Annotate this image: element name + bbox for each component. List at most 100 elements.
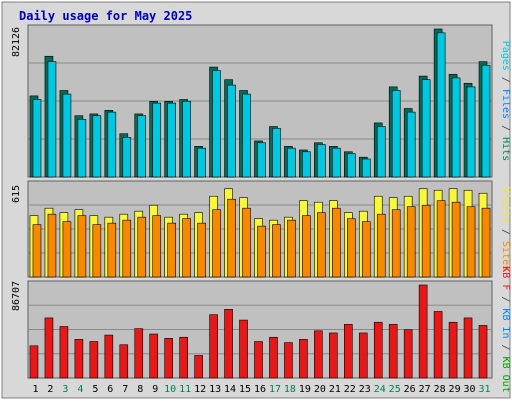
bar-files xyxy=(47,61,57,178)
bar-files xyxy=(332,147,341,178)
x-tick-label: 8 xyxy=(137,384,143,395)
bar-files xyxy=(451,77,461,178)
bar-kb-f xyxy=(433,311,443,379)
x-tick-label: 25 xyxy=(389,384,401,395)
bar-files xyxy=(391,90,401,178)
x-tick-label: 15 xyxy=(239,384,251,395)
bar-files xyxy=(77,119,87,178)
bar-kb-f xyxy=(344,324,353,379)
legend-visits-sites: Visits / Sites xyxy=(500,187,511,271)
legend-kb: KB F / KB In / KB Out xyxy=(500,266,511,392)
bar-files xyxy=(182,101,191,178)
bar-files xyxy=(481,64,491,178)
bar-kb-f xyxy=(104,334,114,379)
bar-sites xyxy=(287,219,296,278)
y-max-label: 86707 xyxy=(11,281,22,311)
bar-sites xyxy=(317,212,326,278)
x-tick-label: 31 xyxy=(478,384,490,395)
bar-sites xyxy=(466,206,476,278)
bar-sites xyxy=(182,218,191,278)
bar-sites xyxy=(32,224,42,278)
bar-kb-f xyxy=(418,284,428,379)
x-tick-label: 18 xyxy=(284,384,296,395)
bar-sites xyxy=(332,207,341,278)
y-max-label: 615 xyxy=(11,185,22,203)
x-tick-label: 26 xyxy=(404,384,416,395)
bar-files xyxy=(92,115,102,178)
bar-files xyxy=(167,102,176,178)
bar-files xyxy=(107,111,117,178)
legend-item: Visits xyxy=(500,187,511,223)
bar-kb-f xyxy=(209,314,218,379)
bar-sites xyxy=(137,216,147,278)
legend-item: KB In xyxy=(500,308,511,338)
x-tick-label: 30 xyxy=(464,384,476,395)
bar-kb-f xyxy=(74,339,84,379)
x-tick-label: 17 xyxy=(269,384,281,395)
legend-item: KB F xyxy=(500,266,511,290)
bar-sites xyxy=(272,224,281,278)
bar-files xyxy=(347,153,356,178)
legend-item: / xyxy=(500,119,511,137)
bar-sites xyxy=(167,222,176,278)
x-tick-label: 7 xyxy=(122,384,128,395)
x-tick-label: 14 xyxy=(224,384,236,395)
x-tick-label: 24 xyxy=(374,384,386,395)
bar-sites xyxy=(242,207,251,278)
bar-kb-f xyxy=(314,330,323,379)
bar-files xyxy=(287,147,296,178)
y-max-label: 82126 xyxy=(11,27,22,57)
bar-kb-f xyxy=(388,324,398,379)
bar-sites xyxy=(376,213,386,278)
bar-sites xyxy=(92,224,102,278)
bar-sites xyxy=(152,215,162,278)
bar-kb-f xyxy=(329,332,338,379)
bar-kb-f xyxy=(478,325,488,379)
x-tick-label: 9 xyxy=(152,384,158,395)
x-tick-label: 6 xyxy=(107,384,113,395)
bar-files xyxy=(227,84,236,178)
bar-files xyxy=(137,115,147,178)
x-tick-label: 19 xyxy=(299,384,311,395)
bar-files xyxy=(466,86,476,178)
bar-sites xyxy=(451,201,461,278)
bar-kb-f xyxy=(254,341,263,379)
bar-sites xyxy=(47,213,57,278)
bar-sites xyxy=(227,198,236,278)
bar-files xyxy=(272,128,281,178)
x-tick-label: 2 xyxy=(47,384,53,395)
bar-kb-f xyxy=(29,345,39,379)
x-tick-label: 13 xyxy=(209,384,221,395)
bar-sites xyxy=(361,221,371,278)
bar-kb-f xyxy=(119,344,129,379)
bar-sites xyxy=(122,219,132,278)
bar-kb-f xyxy=(448,321,458,379)
x-tick-label: 16 xyxy=(254,384,266,395)
bar-files xyxy=(302,151,311,178)
x-tick-label: 21 xyxy=(329,384,341,395)
legend-item: Files xyxy=(500,89,511,119)
x-tick-label: 22 xyxy=(344,384,356,395)
bar-kb-f xyxy=(373,321,383,379)
chart-title: Daily usage for May 2025 xyxy=(19,9,192,23)
bar-kb-f xyxy=(403,329,413,379)
bar-sites xyxy=(406,206,416,278)
bar-files xyxy=(32,99,42,178)
bar-sites xyxy=(107,222,117,278)
x-tick-label: 11 xyxy=(179,384,191,395)
x-tick-label: 10 xyxy=(164,384,176,395)
bar-files xyxy=(62,93,72,178)
bar-kb-f xyxy=(179,336,188,379)
bar-files xyxy=(197,147,206,178)
x-tick-label: 1 xyxy=(32,384,38,395)
bar-files xyxy=(152,102,162,178)
bar-sites xyxy=(391,209,401,278)
x-tick-label: 28 xyxy=(434,384,446,395)
x-tick-label: 27 xyxy=(419,384,431,395)
bar-files xyxy=(436,32,446,178)
bar-sites xyxy=(436,200,446,278)
bar-files xyxy=(122,137,132,178)
x-tick-label: 12 xyxy=(194,384,206,395)
bar-sites xyxy=(62,221,72,278)
